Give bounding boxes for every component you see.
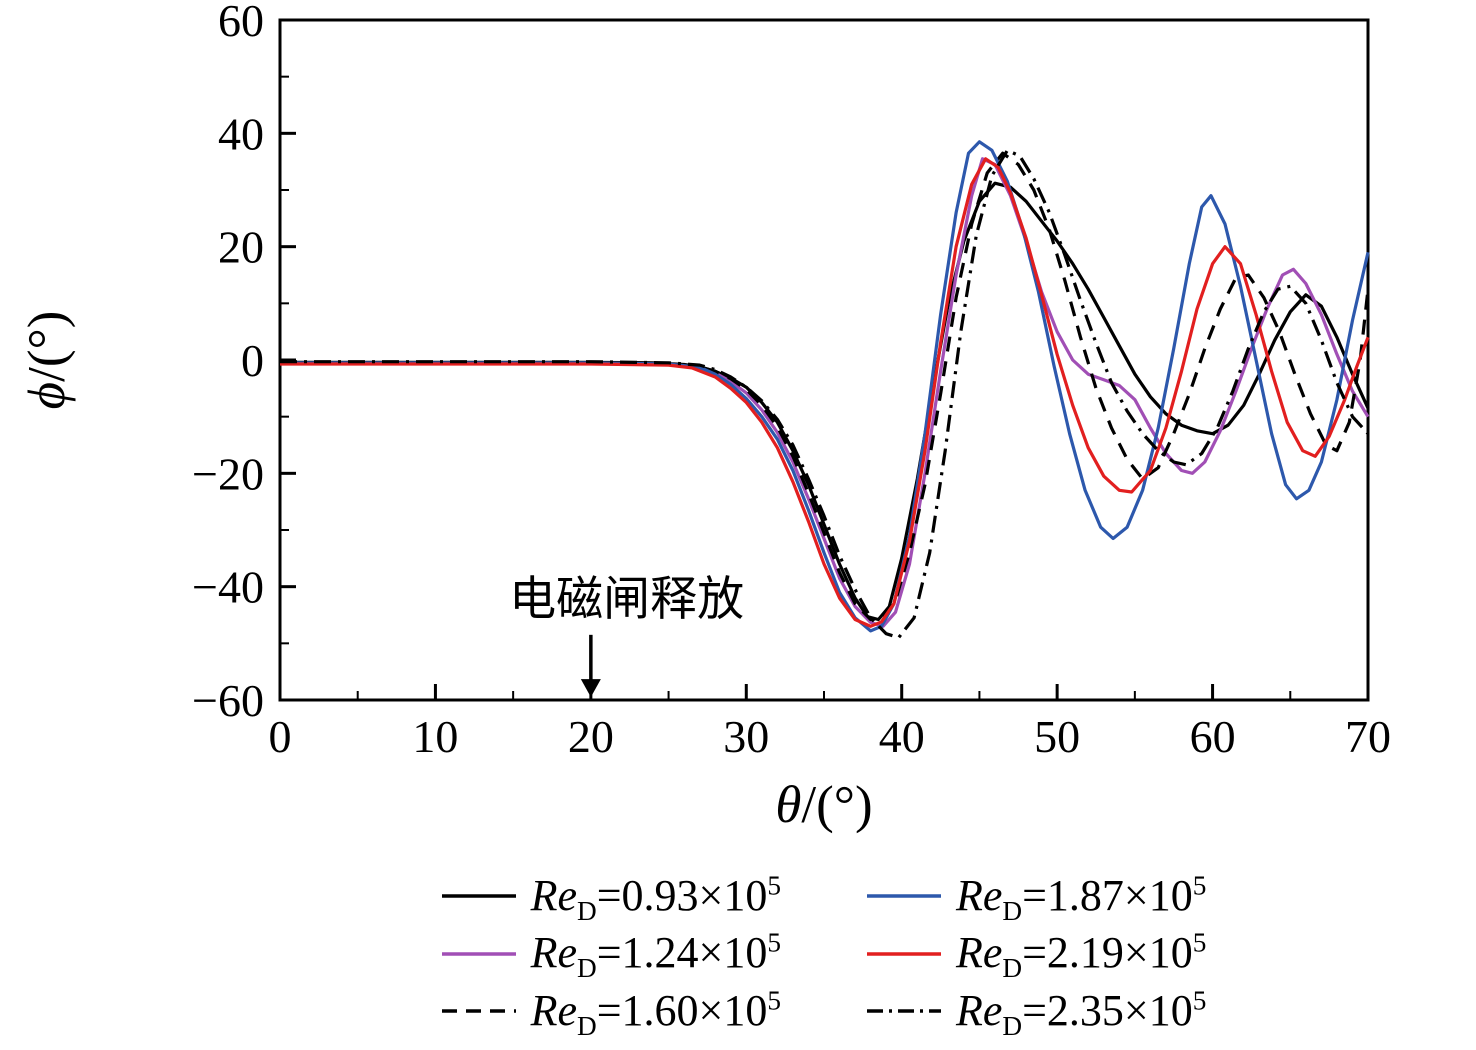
legend-line-sample [867, 894, 941, 898]
series-line-6 [280, 148, 1370, 640]
x-tick-label: 20 [568, 711, 614, 762]
y-tick-label: 40 [218, 108, 264, 159]
x-tick-label: 40 [879, 711, 925, 762]
plot-frame [278, 18, 1370, 702]
y-tick-label: 20 [218, 222, 264, 273]
legend-column-1: ReD=0.93×105 ReD=1.24×105 ReD=1.60×105 [441, 870, 781, 1041]
series-line-5 [280, 157, 1370, 628]
x-tick-label: 50 [1034, 711, 1080, 762]
y-tick-label: 60 [218, 0, 264, 46]
legend-line-sample [441, 894, 516, 898]
y-axis-label: ϕ/(°) [18, 311, 76, 410]
legend-label: ReD=1.87×105 [956, 870, 1207, 926]
legend-item: ReD=1.24×105 [441, 927, 781, 984]
series-line-3 [280, 151, 1370, 622]
legend-line-sample [867, 951, 941, 956]
x-tick-label: 10 [412, 711, 458, 762]
legend-column-2: ReD=1.87×105 ReD=2.19×105 ReD=2.35×105 [867, 870, 1207, 1041]
legend-label: ReD=2.35×105 [956, 985, 1207, 1041]
legend-label: ReD=1.24×105 [530, 927, 781, 984]
chart-svg: 0 10 20 30 40 50 60 70 −60 −40 −20 0 20 40 60 电磁闸释放 ϕ/(°… [18, 0, 1391, 834]
annotation-text: 电磁闸释放 [509, 572, 744, 627]
legend-line-sample [867, 1009, 941, 1013]
legend-label: ReD=1.60×105 [530, 985, 781, 1041]
legend-line-sample [441, 951, 516, 956]
y-tick-label: −20 [192, 448, 264, 499]
legend: ReD=0.93×105 ReD=1.24×105 ReD=1.60×105 ReD=… [172, 870, 1476, 1041]
legend-label: ReD=2.19×105 [956, 927, 1207, 984]
legend-item: ReD=1.60×105 [441, 985, 781, 1041]
x-axis-label: θ/(°) [775, 776, 872, 834]
y-tick-label: −60 [192, 675, 264, 726]
legend-item: ReD=1.87×105 [867, 870, 1207, 926]
legend-item: ReD=0.93×105 [441, 870, 781, 926]
x-tick-label: 0 [269, 711, 292, 762]
x-tick-label: 30 [723, 711, 769, 762]
y-tick-label: −40 [192, 562, 264, 613]
x-tick-label: 70 [1345, 711, 1391, 762]
legend-item: ReD=2.35×105 [867, 985, 1207, 1041]
x-tick-label: 60 [1190, 711, 1236, 762]
legend-item: ReD=2.19×105 [867, 927, 1207, 984]
legend-line-sample [441, 1009, 516, 1013]
legend-label: ReD=0.93×105 [530, 870, 781, 926]
series-line-4 [280, 140, 1370, 633]
annotation-arrowhead [580, 679, 601, 698]
y-tick-label: 0 [241, 335, 264, 386]
